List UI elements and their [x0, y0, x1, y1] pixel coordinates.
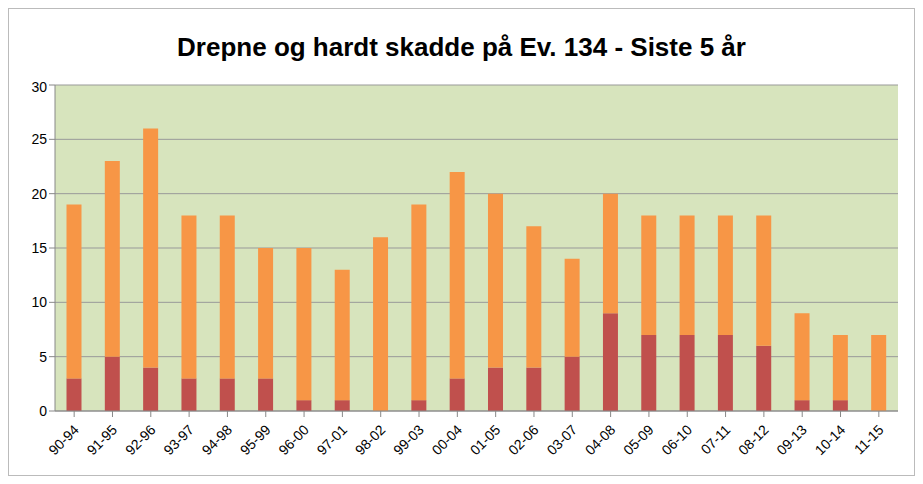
svg-text:90-94: 90-94	[45, 421, 82, 458]
html-text:Drepne og hardt skadde på Ev.: Drepne og hardt skadde på Ev. 134 - Sist…	[177, 31, 746, 62]
svg-text:05-09: 05-09	[620, 421, 657, 458]
svg-text:11-15: 11-15	[851, 421, 887, 457]
svg-text:08-12: 08-12	[735, 421, 772, 458]
svg-text:99-03: 99-03	[390, 421, 427, 458]
svg-text:25: 25	[31, 131, 47, 147]
svg-text:94-98: 94-98	[199, 421, 236, 458]
svg-text:01-05: 01-05	[467, 421, 504, 458]
svg-text:97-01: 97-01	[314, 421, 351, 458]
svg-text:96-00: 96-00	[275, 421, 312, 458]
svg-text:95-99: 95-99	[237, 421, 274, 458]
svg-text:02-06: 02-06	[505, 421, 542, 458]
svg-text:10: 10	[31, 294, 47, 310]
svg-text:15: 15	[31, 240, 47, 256]
svg-text:04-08: 04-08	[582, 421, 619, 458]
svg-text:98-02: 98-02	[352, 421, 389, 458]
svg-text:5: 5	[39, 349, 47, 365]
svg-text:92-96: 92-96	[122, 421, 159, 458]
svg-text:0: 0	[39, 403, 47, 419]
svg-text:20: 20	[31, 186, 47, 202]
svg-text:06-10: 06-10	[658, 421, 695, 458]
svg-text:30: 30	[31, 79, 47, 95]
svg-text:93-97: 93-97	[160, 421, 197, 458]
svg-text:07-11: 07-11	[697, 421, 733, 457]
svg-text:03-07: 03-07	[543, 421, 580, 458]
svg-text:91-95: 91-95	[84, 421, 121, 458]
svg-text:09-13: 09-13	[773, 421, 810, 458]
svg-text:10-14: 10-14	[812, 421, 849, 458]
svg-text:00-04: 00-04	[428, 421, 465, 458]
